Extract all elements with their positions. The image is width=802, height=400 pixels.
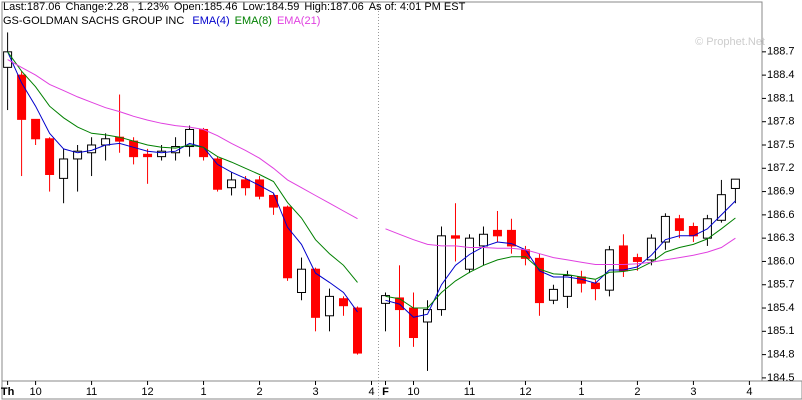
watermark: © Prophet.Net: [695, 36, 765, 48]
y-tick-label: 186.9: [767, 185, 795, 197]
x-tick-label: 12: [141, 386, 153, 398]
y-tick-label: 187.5: [767, 139, 795, 151]
x-tick-label: 4: [368, 386, 374, 398]
candle-body: [632, 257, 642, 262]
candle-body: [3, 51, 13, 68]
candle-body: [129, 140, 139, 158]
y-tick-label: 188.4: [767, 69, 795, 81]
candle-body: [674, 218, 684, 231]
candle-body: [17, 74, 27, 120]
x-tick-label: Th: [1, 386, 15, 398]
x-tick-label: 2: [256, 386, 262, 398]
y-tick-label: 187.8: [767, 116, 795, 128]
symbol-title: GS-GOLDMAN SACHS GROUP INC: [3, 15, 185, 27]
ema-line: [7, 51, 736, 309]
y-tick-label: 188.7: [767, 46, 795, 58]
candle-body: [408, 307, 418, 339]
candle-body: [311, 268, 321, 318]
x-axis-band: [1, 380, 802, 400]
legend-entry: EMA(4): [192, 15, 230, 27]
y-tick-label: 186.6: [767, 209, 795, 221]
x-tick-label: 10: [407, 386, 419, 398]
candle-body: [269, 194, 279, 208]
y-tick-label: 187.2: [767, 162, 795, 174]
candle-body: [548, 288, 558, 301]
candle-body: [436, 235, 446, 311]
quote-header: Last:187.06 Change:2.28 , 1.23% Open:185.4…: [3, 1, 470, 13]
candle-body: [590, 282, 600, 290]
candle-body: [730, 178, 740, 189]
ema-line: [7, 51, 736, 318]
candle-body: [534, 257, 544, 304]
x-tick-label: F: [382, 386, 389, 398]
legend: GS-GOLDMAN SACHS GROUP INC EMA(4) EMA(8) E…: [3, 15, 325, 27]
candle-body: [31, 118, 41, 140]
y-tick-label: 186.3: [767, 232, 795, 244]
candle-body: [506, 229, 516, 247]
x-tick-label: 3: [312, 386, 318, 398]
y-tick-label: 186.0: [767, 255, 795, 267]
candle-body: [478, 233, 488, 247]
y-tick-label: 184.8: [767, 349, 795, 361]
candle-body: [422, 309, 432, 323]
candle-body: [660, 215, 670, 243]
candle-body: [101, 138, 111, 146]
candle-body: [185, 128, 195, 148]
quote-field: As of: 4:01 PM EST: [368, 1, 466, 13]
x-tick-label: 12: [519, 386, 531, 398]
x-tick-label: 1: [578, 386, 584, 398]
x-tick-label: 2: [634, 386, 640, 398]
candle-body: [450, 235, 460, 239]
candle-body: [353, 307, 363, 354]
x-tick-label: 11: [464, 386, 475, 398]
candle-body: [492, 229, 502, 237]
candle-body: [213, 158, 223, 190]
candle-body: [297, 268, 307, 293]
x-tick-label: 3: [690, 386, 696, 398]
candle-body: [283, 206, 293, 279]
plot-frame: [1, 1, 763, 382]
x-tick-label: 1: [200, 386, 206, 398]
candle-body: [464, 237, 474, 270]
candle-body: [562, 274, 572, 297]
candle-body: [45, 138, 55, 175]
y-tick-label: 185.1: [767, 325, 795, 337]
y-tick-label: 185.4: [767, 302, 795, 314]
x-tick-label: 10: [29, 386, 41, 398]
candle-body: [157, 150, 167, 158]
quote-field: Open:185.46: [173, 1, 238, 13]
candle-body: [716, 194, 726, 221]
legend-entry: EMA(21): [276, 15, 321, 27]
candle-body: [325, 295, 335, 317]
x-tick-label: 11: [86, 386, 97, 398]
legend-entry: EMA(8): [234, 15, 272, 27]
candle-body: [646, 237, 656, 261]
x-tick-label: 4: [746, 386, 752, 398]
y-tick-label: 185.7: [767, 279, 795, 291]
candle-body: [618, 245, 628, 272]
quote-field: Low:184.59: [242, 1, 300, 13]
quote-field: High:187.06: [304, 1, 364, 13]
candle-body: [241, 179, 251, 189]
candle-body: [143, 153, 153, 158]
candle-body: [380, 295, 390, 304]
candle-body: [199, 128, 209, 158]
candle-body: [255, 179, 265, 197]
candle-body: [339, 298, 349, 307]
quote-field: Change:2.28 , 1.23%: [65, 1, 169, 13]
y-tick-label: 188.1: [767, 92, 795, 104]
candle-body: [171, 146, 181, 154]
quote-field: Last:187.06: [3, 1, 61, 13]
candle-body: [73, 150, 83, 160]
y-tick-label: 184.5: [767, 372, 795, 384]
candle-body: [59, 158, 69, 179]
ema-line: [7, 59, 736, 265]
candle-body: [227, 179, 237, 189]
